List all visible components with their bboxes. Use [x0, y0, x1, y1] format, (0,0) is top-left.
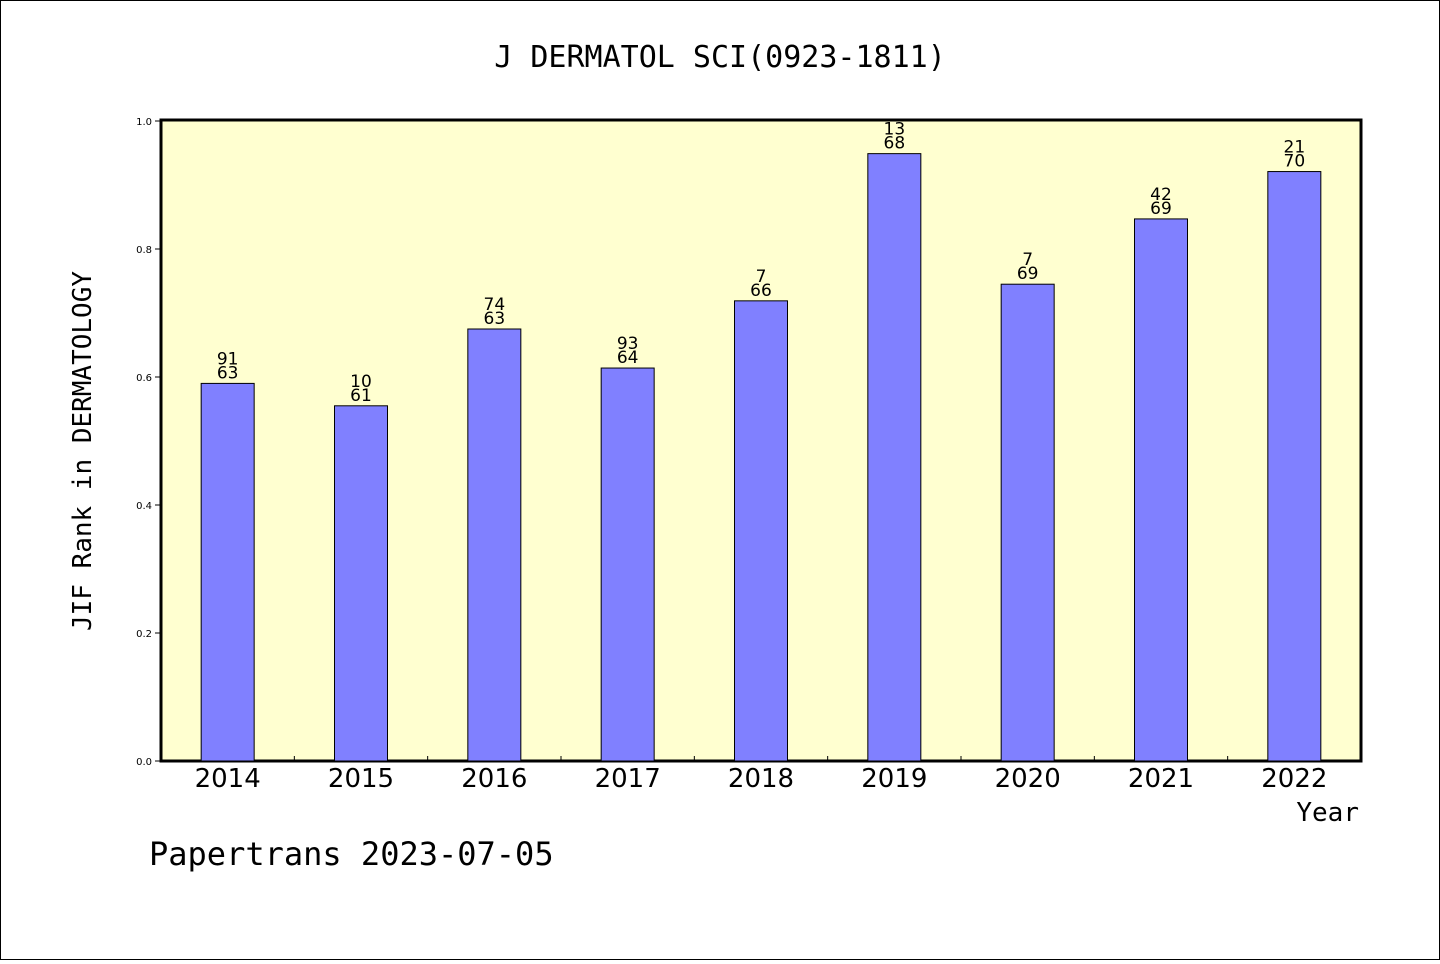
bar-2020 [1000, 283, 1055, 762]
bar-label-top: 91 [217, 349, 239, 369]
bar-2018 [734, 300, 788, 762]
x-axis-label: Year [1296, 798, 1359, 828]
chart-title: J DERMATOL SCI(0923-1811) [494, 40, 946, 75]
x-tick-label: 2018 [728, 764, 794, 794]
bar-label-bottom: 64 [617, 348, 639, 368]
x-axis: 2014 2015 2016 2017 2018 2019 2020 2021 2022 [195, 756, 1327, 794]
bar-label-top: 74 [484, 295, 506, 315]
bar-label-bottom: 63 [484, 309, 506, 329]
x-tick-label: 2017 [595, 764, 661, 794]
bar-2017 [600, 367, 655, 762]
y-axis-label: JIF Rank in DERMATOLOGY [68, 271, 98, 631]
y-tick-label: 0.8 [136, 245, 152, 256]
y-tick-label: 0.4 [136, 501, 152, 512]
bar-2014 [200, 382, 255, 762]
bar-label-bottom: 66 [750, 281, 772, 301]
x-tick-label: 2022 [1261, 764, 1327, 794]
y-tick-label: 0.0 [136, 757, 152, 768]
bar-label-top: 21 [1284, 138, 1306, 158]
x-tick-label: 2015 [328, 764, 394, 794]
bar-label-top: 13 [884, 120, 906, 140]
footer-text: Papertrans 2023-07-05 [149, 835, 554, 873]
bar-2016 [467, 328, 522, 762]
x-tick-label: 2016 [461, 764, 527, 794]
y-tick-label: 0.2 [136, 629, 152, 640]
bar-label-top: 7 [1022, 250, 1033, 270]
bar-2015 [334, 405, 388, 762]
bar-label-bottom: 68 [884, 134, 906, 154]
bar-2019 [867, 153, 922, 762]
y-axis: 0.0 0.2 0.4 0.6 0.8 1.0 [136, 117, 161, 768]
bar-2022 [1267, 171, 1322, 762]
bar-label-bottom: 69 [1150, 199, 1172, 219]
bar-label-bottom: 69 [1017, 264, 1039, 284]
bar-label-bottom: 63 [217, 363, 239, 383]
x-tick-label: 2020 [995, 764, 1061, 794]
x-tick-label: 2014 [195, 764, 261, 794]
bar-label-bottom: 70 [1284, 152, 1306, 172]
y-tick-label: 0.6 [136, 373, 152, 384]
bar-label-top: 7 [756, 267, 767, 287]
bar-label-top: 42 [1150, 185, 1172, 205]
x-tick-label: 2021 [1128, 764, 1194, 794]
bar-2021 [1134, 218, 1188, 762]
x-tick-label: 2019 [861, 764, 927, 794]
bar-label-top: 93 [617, 334, 639, 354]
bar-label-bottom: 61 [350, 386, 372, 406]
y-tick-label: 1.0 [136, 117, 152, 128]
bar-label-top: 10 [350, 372, 372, 392]
